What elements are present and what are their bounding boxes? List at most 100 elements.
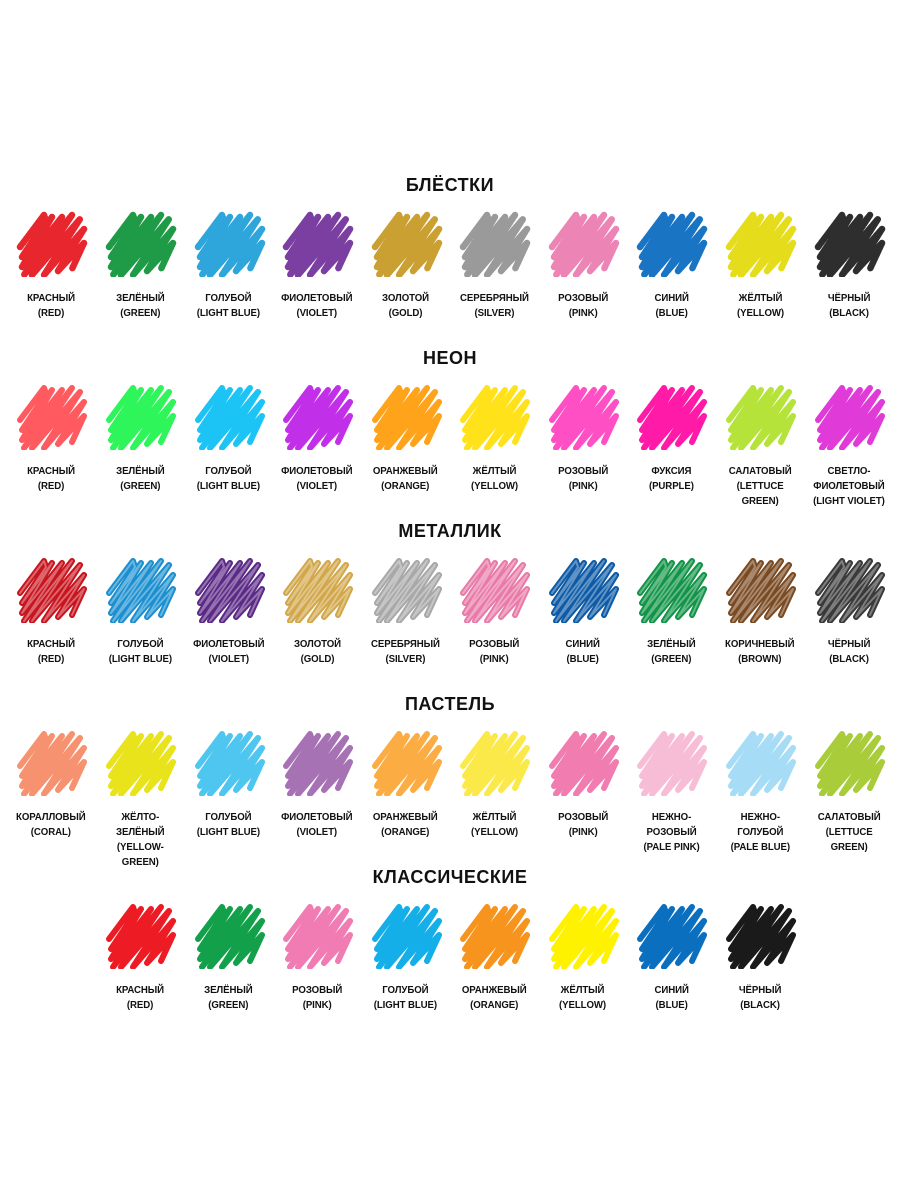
scribble-stroke [726,731,797,796]
color-item: ЗОЛОТОЙ (GOLD) [361,209,450,321]
color-label: ГОЛУБОЙ (LIGHT BLUE) [196,465,261,492]
color-swatch [283,558,354,623]
color-label: РОЗОВЫЙ (PINK) [557,465,608,492]
scribble-stroke [460,558,531,623]
color-swatch [371,211,442,277]
color-item: ГОЛУБОЙ (LIGHT BLUE) [96,555,185,667]
section-neon: НЕОН КРАСНЫЙ (RED) ЗЕЛЁНЫЙ (GREEN) ГОЛУБОЙ … [0,347,900,509]
color-item: НЕЖНО- ГОЛУБОЙ (PALE BLUE) [716,728,805,870]
color-label: ЖЁЛТЫЙ (YELLOW) [736,292,784,319]
color-item: ЗЕЛЁНЫЙ (GREEN) [627,555,716,667]
color-label: РОЗОВЫЙ (PINK) [469,638,520,665]
metallic-highlight [816,560,883,622]
color-item: СИНИЙ (BLUE) [627,209,716,321]
color-label: ЗОЛОТОЙ (GOLD) [382,292,430,319]
color-label: ЧЁРНЫЙ (BLACK) [827,292,870,319]
scribble-stroke [548,558,619,623]
swatch-row: КРАСНЫЙ (RED) ГОЛУБОЙ (LIGHT BLUE) ФИОЛЕТО… [0,555,900,667]
color-label: ГОЛУБОЙ (LIGHT BLUE) [374,984,438,1011]
color-label: ОРАНЖЕВЫЙ (ORANGE) [373,811,439,838]
scribble-stroke [460,385,531,450]
color-swatch [17,385,88,450]
scribble-stroke [460,731,531,796]
color-item: РОЗОВЫЙ (PINK) [539,209,628,321]
color-label: СВЕТЛО- ФИОЛЕТОВЫЙ (LIGHT VIOLET) [812,465,885,507]
scribble-stroke [814,731,885,796]
scribble-stroke [17,211,88,277]
color-label: ГОЛУБОЙ (LIGHT BLUE) [196,811,261,838]
color-swatch [283,385,354,450]
swatch-row: КРАСНЫЙ (RED) ЗЕЛЁНЫЙ (GREEN) ГОЛУБОЙ (LIG… [0,209,900,321]
color-item: ЖЁЛТЫЙ (YELLOW) [450,382,539,509]
color-item: ОРАНЖЕВЫЙ (ORANGE) [361,728,450,870]
color-label: ГОЛУБОЙ (LIGHT BLUE) [108,638,172,665]
color-swatch [548,558,619,623]
color-item: РОЗОВЫЙ (PINK) [273,901,362,1013]
color-item: ГОЛУБОЙ (LIGHT BLUE) [184,382,273,509]
color-swatch [548,731,619,796]
color-swatch [282,211,354,277]
scribble-stroke [194,385,265,450]
color-swatch [194,385,265,450]
color-swatch [283,904,354,969]
color-item: ЧЁРНЫЙ (BLACK) [804,209,893,321]
color-swatch [105,904,176,969]
scribble-stroke [814,211,885,277]
color-swatch [814,731,885,796]
scribble-stroke [371,385,442,450]
color-label: СЕРЕБРЯНЫЙ (SILVER) [459,292,529,319]
color-label: ЖЁЛТЫЙ (YELLOW) [470,465,518,492]
color-swatch [726,731,797,796]
color-item: КОРАЛЛОВЫЙ (CORAL) [7,728,96,870]
metallic-highlight [462,560,529,622]
color-item: ОРАНЖЕВЫЙ (ORANGE) [450,901,539,1013]
color-item: ГОЛУБОЙ (LIGHT BLUE) [361,901,450,1013]
color-swatch [548,904,619,969]
color-item: ЗОЛОТОЙ (GOLD) [273,555,362,667]
scribble-stroke [548,904,619,969]
color-label: ЗОЛОТОЙ (GOLD) [293,638,341,665]
color-label: ЖЁЛТЫЙ (YELLOW) [559,984,607,1011]
scribble-stroke [105,211,177,277]
color-swatch [726,385,797,450]
scribble-stroke [371,731,442,796]
color-swatch [814,385,885,450]
color-label: САЛАТОВЫЙ (LETTUCE GREEN) [728,465,792,507]
color-swatch [105,211,177,277]
scribble-stroke [283,904,354,969]
color-item: ЗЕЛЁНЫЙ (GREEN) [96,209,185,321]
metallic-highlight [107,560,174,622]
scribble-stroke [726,558,797,623]
color-item: ЖЁЛТЫЙ (YELLOW) [539,901,628,1013]
color-item: ФИОЛЕТОВЫЙ (VIOLET) [273,728,362,870]
scribble-stroke [105,904,176,969]
color-swatch [637,385,708,450]
scribble-stroke [17,385,88,450]
scribble-stroke [548,385,619,450]
color-item: СВЕТЛО- ФИОЛЕТОВЫЙ (LIGHT VIOLET) [804,382,893,509]
color-label: ФУКСИЯ (PURPLE) [649,465,694,492]
color-label: ФИОЛЕТОВЫЙ (VIOLET) [281,292,353,319]
color-swatch [460,211,531,277]
color-swatch [283,731,354,796]
color-swatch [194,731,265,796]
color-item: ГОЛУБОЙ (LIGHT BLUE) [184,728,273,870]
scribble-stroke [814,558,885,623]
color-swatch [548,211,620,277]
scribble-stroke [548,211,620,277]
section-title: МЕТАЛЛИК [398,521,502,541]
scribble-stroke [460,904,531,969]
color-swatch [637,211,708,277]
color-item: ФИОЛЕТОВЫЙ (VIOLET) [273,382,362,509]
metallic-highlight [285,560,352,622]
color-item: ФИОЛЕТОВЫЙ (VIOLET) [184,555,273,667]
scribble-stroke [283,385,354,450]
color-label: ЗЕЛЁНЫЙ (GREEN) [204,984,253,1011]
color-item: СЕРЕБРЯНЫЙ (SILVER) [361,555,450,667]
color-swatch [371,904,442,969]
color-item: ЖЁЛТЫЙ (YELLOW) [450,728,539,870]
color-label: СИНИЙ (BLUE) [654,292,689,319]
color-label: ФИОЛЕТОВЫЙ (VIOLET) [281,811,353,838]
scribble-stroke [548,731,619,796]
color-label: САЛАТОВЫЙ (LETTUCE GREEN) [817,811,881,853]
